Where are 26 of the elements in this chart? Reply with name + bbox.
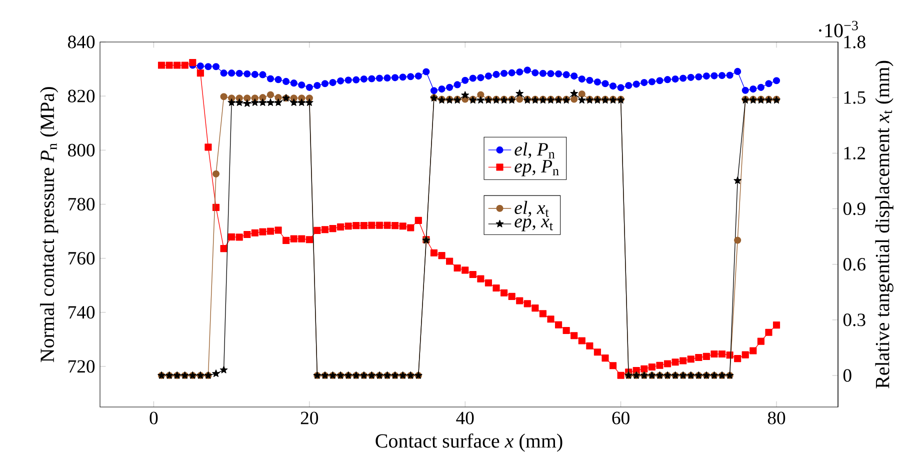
y-tick-label: 740 [68,306,95,319]
x-tick-label: 0 [150,412,158,424]
y2-tick-label: 1.8 [844,36,866,48]
y-tick-label: 720 [68,360,95,373]
legend-label: ep, P$_{n}$ [514,160,559,176]
y2-tick-label: 0.9 [843,202,866,216]
x-tick-label: 40 [456,412,474,424]
y-axis-title: Normal contact pressure P$_{n}$ (MPa) [40,87,58,362]
y2-tick-label: 1.2 [844,146,866,160]
y-tick-label: 800 [68,144,95,156]
y-tick-label: 780 [68,198,95,211]
legend-label: el, P$_{n}$ [514,142,555,158]
y-tick-label: 820 [68,90,95,102]
x-tick-label: 20 [300,412,318,424]
x-tick-label: 80 [768,412,786,424]
y2-tick-label: 0 [843,369,852,382]
legend-label: ep, x$_{t}$ [514,218,553,232]
x-axis-title: Contact surface x (mm) [376,433,562,452]
legend-label: el, x$_{t}$ [514,200,549,217]
y2-axis-title: Relative tangential displacement x$_{t}$ (mm) [875,60,894,388]
y2-tick-label: 0.6 [843,258,866,271]
y-tick-label: 760 [68,252,95,265]
y2-tick-label: 0.3 [843,314,866,326]
y-tick-label: 840 [68,36,95,48]
y2-tick-label: 1.5 [844,91,866,104]
x-tick-label: 60 [612,412,630,424]
